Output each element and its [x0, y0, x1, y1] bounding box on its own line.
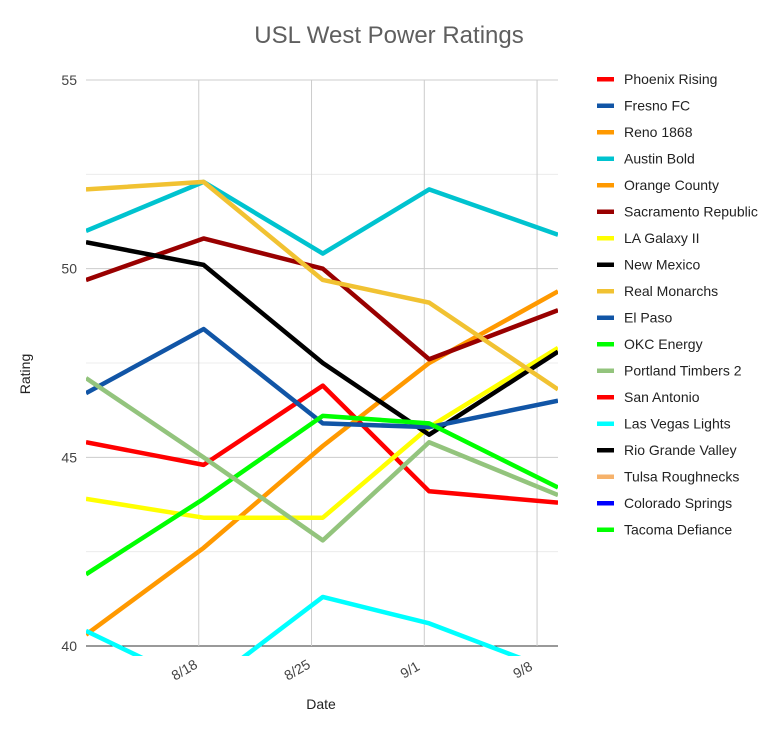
legend-item-okc-energy: OKC Energy — [597, 336, 703, 352]
y-tick-label: 45 — [61, 449, 77, 465]
legend-swatch — [597, 395, 614, 400]
y-tick-label: 50 — [61, 261, 77, 277]
series-line-la-galaxy-ii — [86, 348, 558, 518]
legend-item-austin-bold: Austin Bold — [597, 151, 695, 167]
legend-item-tacoma-defiance: Tacoma Defiance — [597, 522, 732, 538]
legend-swatch — [597, 130, 614, 135]
legend-swatch — [597, 289, 614, 294]
legend-swatch — [597, 77, 614, 82]
series-line-real-monarchs — [86, 182, 558, 390]
legend-item-sacramento-republic: Sacramento Republic — [597, 204, 758, 220]
x-axis-title: Date — [306, 696, 336, 712]
series-las-vegas-lights — [86, 597, 558, 688]
legend-item-rio-grande-valley: Rio Grande Valley — [597, 442, 737, 458]
legend-item-las-vegas-lights: Las Vegas Lights — [597, 416, 731, 432]
legend-swatch — [597, 263, 614, 268]
legend-item-el-paso: El Paso — [597, 310, 672, 326]
legend-swatch — [597, 342, 614, 347]
legend-swatch — [597, 448, 614, 453]
x-tick-label: 9/1 — [397, 658, 422, 682]
y-tick-label: 55 — [61, 72, 77, 88]
axes: 40 45 50 55 8/18 8/25 9/1 9/8 — [61, 72, 535, 683]
legend-item-la-galaxy-ii: LA Galaxy II — [597, 230, 699, 246]
legend-label: Austin Bold — [624, 151, 695, 167]
legend-label: Phoenix Rising — [624, 71, 717, 87]
legend-label: Colorado Springs — [624, 495, 732, 511]
legend-label: Las Vegas Lights — [624, 416, 731, 432]
series-austin-bold — [86, 182, 558, 254]
legend-item-portland-timbers-2: Portland Timbers 2 — [597, 363, 742, 379]
legend-label: El Paso — [624, 310, 672, 326]
legend-label: Tacoma Defiance — [624, 522, 732, 538]
y-axis-title: Rating — [17, 354, 33, 394]
legend: Phoenix Rising Fresno FC Reno 1868 Austin B… — [597, 71, 758, 538]
legend-label: Reno 1868 — [624, 124, 693, 140]
series-la-galaxy-ii — [86, 348, 558, 518]
legend-swatch — [597, 104, 614, 109]
legend-item-reno-1868: Reno 1868 — [597, 124, 693, 140]
legend-label: Sacramento Republic — [624, 204, 758, 220]
x-tick-label: 8/25 — [281, 656, 313, 684]
y-tick-label: 40 — [61, 638, 77, 654]
x-tick-label: 9/8 — [510, 658, 535, 682]
legend-item-new-mexico: New Mexico — [597, 257, 700, 273]
chart-title: USL West Power Ratings — [254, 22, 523, 49]
legend-label: Tulsa Roughnecks — [624, 469, 739, 485]
legend-swatch — [597, 528, 614, 533]
legend-item-tulsa-roughnecks: Tulsa Roughnecks — [597, 469, 739, 485]
legend-label: San Antonio — [624, 389, 700, 405]
legend-item-san-antonio: San Antonio — [597, 389, 700, 405]
legend-label: LA Galaxy II — [624, 230, 699, 246]
legend-item-orange-county: Orange County — [597, 177, 719, 193]
legend-swatch — [597, 501, 614, 506]
legend-label: Fresno FC — [624, 98, 690, 114]
legend-swatch — [597, 475, 614, 480]
legend-label: OKC Energy — [624, 336, 703, 352]
series-line-austin-bold — [86, 182, 558, 254]
legend-item-colorado-springs: Colorado Springs — [597, 495, 732, 511]
legend-item-real-monarchs: Real Monarchs — [597, 283, 718, 299]
legend-label: Rio Grande Valley — [624, 442, 737, 458]
legend-item-phoenix-rising: Phoenix Rising — [597, 71, 717, 87]
legend-label: New Mexico — [624, 257, 700, 273]
legend-swatch — [597, 369, 614, 374]
legend-label: Portland Timbers 2 — [624, 363, 742, 379]
legend-swatch — [597, 157, 614, 162]
series-line-las-vegas-lights — [86, 597, 558, 688]
legend-item-fresno-fc: Fresno FC — [597, 98, 690, 114]
legend-swatch — [597, 236, 614, 241]
legend-label: Orange County — [624, 177, 719, 193]
x-tick-label: 8/18 — [168, 656, 200, 684]
series-real-monarchs — [86, 182, 558, 390]
legend-swatch — [597, 316, 614, 321]
legend-swatch — [597, 183, 614, 188]
series-lines — [86, 182, 558, 688]
legend-swatch — [597, 422, 614, 427]
legend-label: Real Monarchs — [624, 283, 718, 299]
legend-swatch — [597, 210, 614, 215]
